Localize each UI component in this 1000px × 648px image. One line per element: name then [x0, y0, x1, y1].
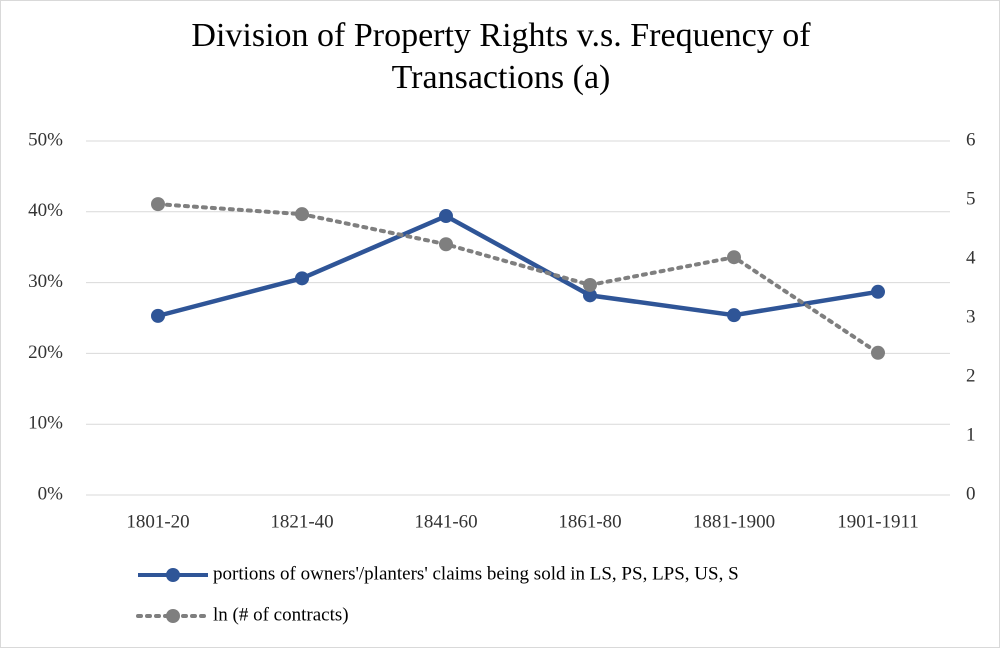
- y-tick-label: 10%: [28, 413, 63, 434]
- legend-marker: [166, 609, 180, 623]
- y-tick-label: 50%: [28, 129, 63, 150]
- x-tick-label: 1841-60: [414, 511, 477, 532]
- chart-title: Division of Property Rights v.s. Frequen…: [191, 17, 811, 96]
- x-tick-label: 1901-1911: [837, 511, 919, 532]
- data-point: [583, 288, 597, 303]
- y2-tick-label: 5: [966, 188, 976, 209]
- data-point: [583, 277, 597, 292]
- data-point: [439, 209, 453, 224]
- data-point: [871, 284, 885, 299]
- series-line: [157, 213, 879, 319]
- x-tick-label: 1881-1900: [693, 511, 775, 532]
- y2-tick-label: 6: [966, 129, 976, 150]
- legend-label: ln (# of contracts): [213, 604, 349, 625]
- data-point: [151, 197, 165, 212]
- y-tick-label: 30%: [28, 271, 63, 292]
- legend-label: portions of owners'/planters' claims bei…: [213, 563, 739, 584]
- y2-tick-label: 4: [966, 247, 976, 268]
- y-tick-label: 20%: [28, 342, 63, 363]
- y2-tick-label: 3: [966, 306, 976, 327]
- y-tick-label: 0%: [38, 483, 64, 504]
- data-point: [151, 308, 165, 323]
- data-point: [439, 237, 453, 252]
- y-tick-label: 40%: [28, 200, 63, 221]
- series-line: [156, 202, 880, 355]
- data-point: [727, 250, 741, 265]
- x-tick-label: 1821-40: [270, 511, 333, 532]
- data-point: [295, 271, 309, 286]
- data-point: [727, 308, 741, 323]
- y2-tick-label: 1: [966, 424, 976, 445]
- y2-tick-label: 2: [966, 365, 976, 386]
- y2-tick-label: 0: [966, 483, 976, 504]
- data-point: [871, 345, 885, 360]
- legend-marker: [166, 568, 180, 582]
- x-tick-label: 1801-20: [126, 511, 189, 532]
- x-tick-label: 1861-80: [558, 511, 621, 532]
- data-point: [295, 207, 309, 222]
